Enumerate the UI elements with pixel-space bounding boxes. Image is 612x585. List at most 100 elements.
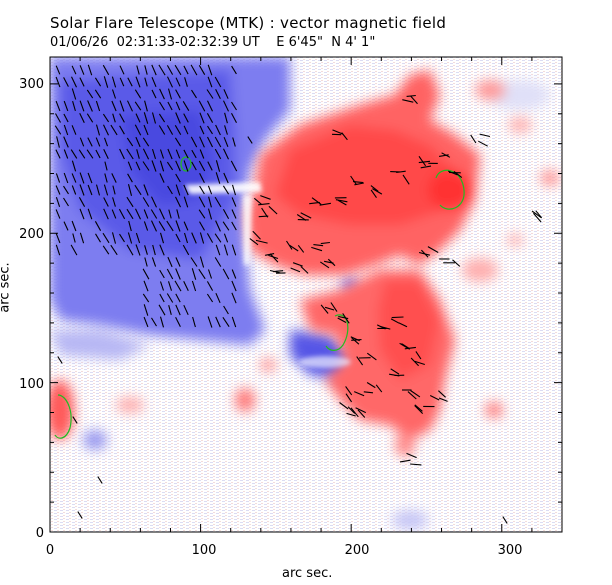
field-vector	[151, 196, 157, 208]
field-vector	[174, 125, 182, 135]
field-vector	[111, 173, 117, 183]
field-vector	[414, 360, 425, 366]
field-vector	[330, 302, 338, 312]
field-vector	[191, 89, 197, 99]
field-vector	[127, 100, 133, 112]
field-vector	[215, 124, 221, 136]
field-vector	[103, 197, 109, 207]
field-vector	[166, 220, 174, 232]
field-vector	[102, 245, 110, 255]
field-vector	[402, 99, 414, 103]
field-vector	[174, 137, 182, 147]
field-vector	[118, 208, 126, 220]
y-tick-label: 100	[19, 377, 44, 392]
field-vector	[119, 125, 125, 135]
field-vector	[215, 220, 221, 232]
field-vector	[127, 77, 133, 87]
field-vector	[231, 65, 237, 75]
field-vector	[112, 113, 116, 123]
field-vector	[159, 232, 165, 244]
field-vector	[231, 113, 237, 123]
field-vector	[79, 232, 85, 244]
field-vector	[309, 201, 320, 205]
field-vector	[207, 269, 213, 279]
field-vector	[351, 337, 360, 345]
field-vector	[231, 292, 237, 304]
field-vector	[350, 407, 359, 418]
field-vector	[231, 209, 237, 219]
field-vector	[134, 184, 142, 196]
field-vector	[151, 160, 157, 172]
field-vector	[207, 316, 213, 328]
field-vector	[183, 125, 189, 135]
field-vector	[142, 137, 150, 147]
field-vector	[224, 125, 228, 135]
field-vector	[223, 136, 229, 148]
field-vector	[199, 221, 205, 231]
field-vector	[55, 209, 61, 219]
field-vector	[78, 197, 86, 207]
field-vector	[142, 148, 150, 160]
field-vector	[215, 89, 221, 99]
field-vector	[289, 244, 299, 252]
field-vector	[136, 149, 140, 159]
field-vector	[55, 185, 61, 195]
field-vector	[198, 209, 206, 219]
field-vector	[71, 125, 77, 135]
field-vector	[372, 188, 383, 195]
field-vector	[391, 316, 404, 319]
field-vector	[94, 77, 102, 87]
field-vector	[252, 230, 261, 240]
field-vector	[175, 173, 181, 183]
y-tick-label: 300	[19, 77, 44, 92]
field-vector	[198, 100, 206, 112]
field-vector	[290, 267, 301, 273]
field-vector	[119, 77, 125, 87]
field-vector	[63, 77, 69, 87]
field-vector	[63, 172, 69, 184]
field-vector	[144, 100, 148, 112]
field-vector	[151, 148, 157, 160]
field-vector	[183, 221, 189, 231]
field-vector	[112, 185, 116, 195]
field-vector	[127, 173, 133, 183]
field-vector	[198, 268, 206, 280]
field-vector	[438, 397, 448, 402]
field-vector	[353, 391, 365, 397]
field-vector	[199, 112, 205, 124]
field-vector	[406, 94, 416, 97]
field-vector	[214, 257, 222, 267]
field-vector	[269, 269, 281, 274]
field-vector	[191, 149, 197, 159]
field-vector	[410, 390, 421, 398]
axis-ticks	[49, 57, 563, 533]
field-vector	[183, 280, 189, 292]
field-vector	[320, 241, 330, 245]
field-vector	[207, 64, 213, 76]
field-vector	[300, 212, 312, 219]
field-vector	[356, 356, 364, 366]
field-vector	[215, 292, 221, 304]
field-vector	[159, 316, 165, 328]
field-vector	[191, 232, 197, 244]
field-vector	[95, 124, 101, 136]
field-vector	[231, 244, 237, 256]
field-vector	[199, 185, 205, 195]
field-vector	[126, 148, 134, 160]
field-vector	[231, 197, 237, 207]
field-vector	[470, 134, 477, 144]
field-vector	[261, 207, 269, 218]
field-vector	[182, 244, 190, 256]
field-vector	[345, 393, 353, 403]
field-vector	[223, 305, 229, 315]
field-vector	[151, 112, 157, 124]
field-vector	[418, 251, 431, 256]
field-vector	[352, 181, 364, 184]
field-vector	[134, 101, 142, 111]
field-vector	[111, 76, 117, 88]
field-vector	[104, 161, 108, 171]
field-vector	[230, 160, 238, 172]
field-vector	[158, 304, 166, 316]
field-vector	[357, 409, 366, 418]
field-vector	[199, 232, 205, 244]
